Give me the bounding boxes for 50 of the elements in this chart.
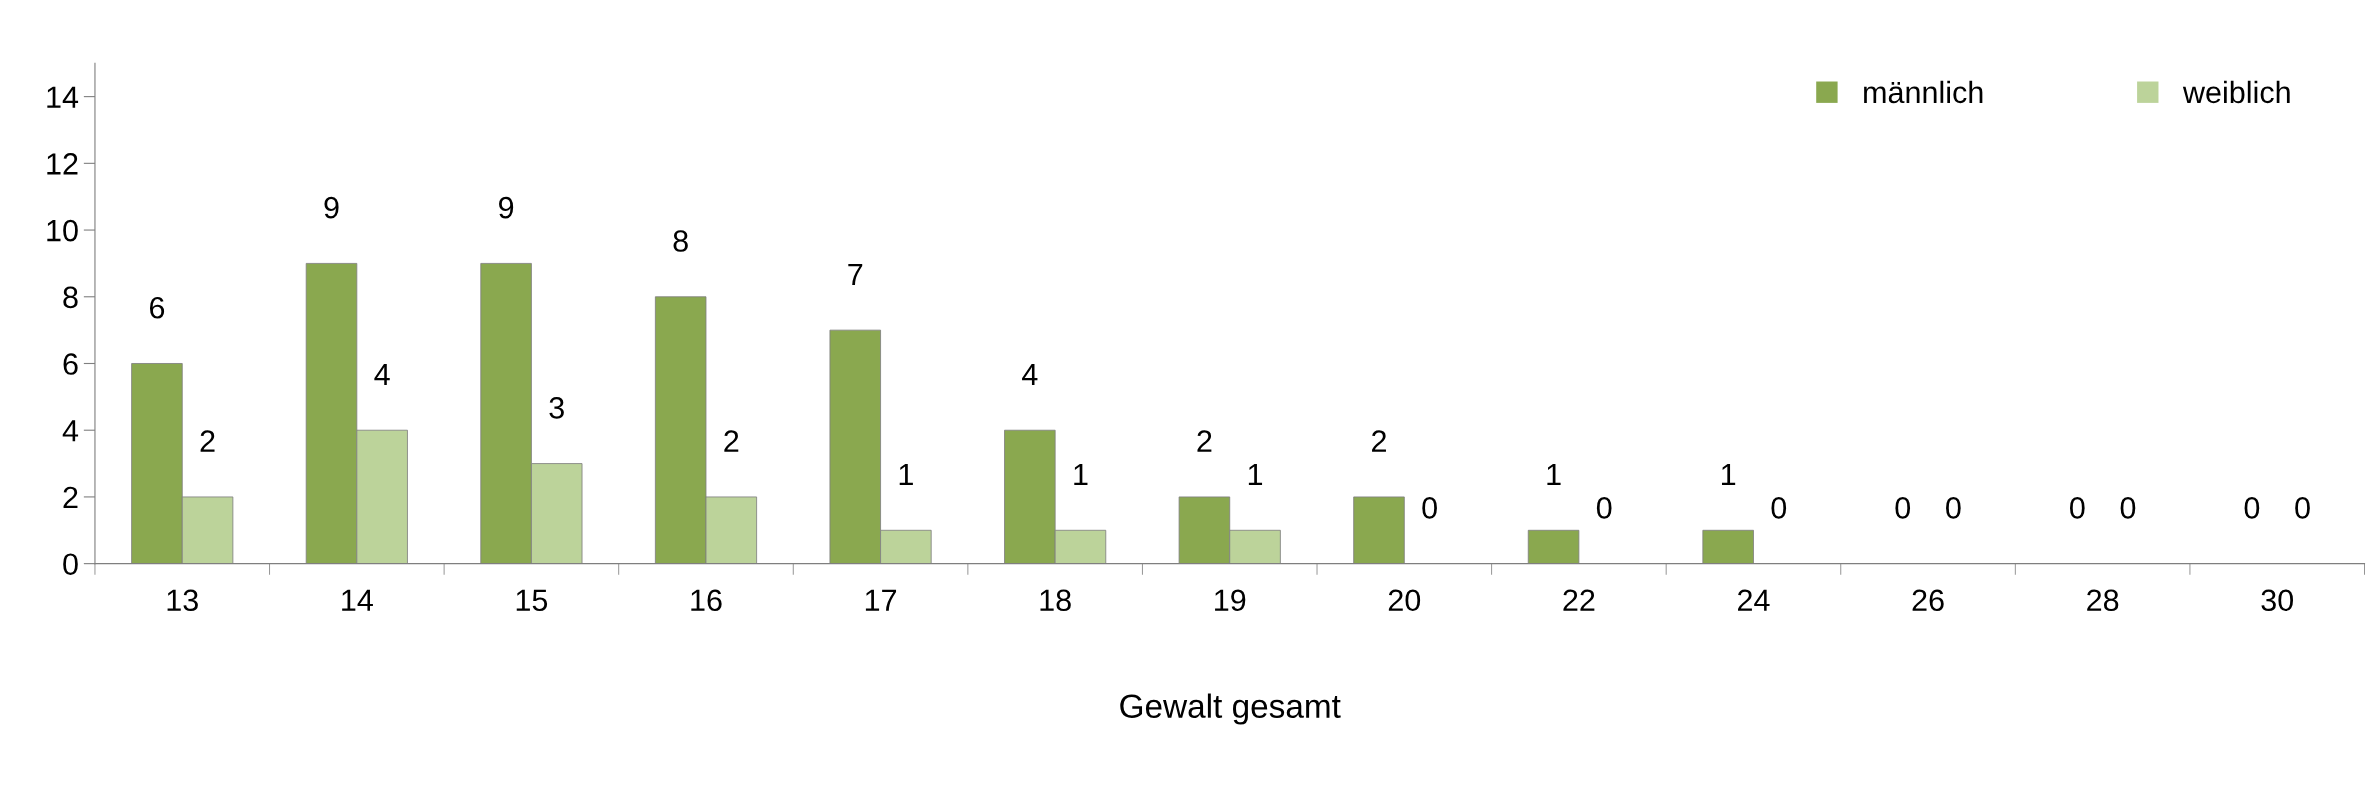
data-label: 2	[724, 430, 739, 452]
data-label: 0	[2120, 497, 2136, 519]
data-label: 0	[1422, 497, 1437, 519]
x-tick-label: 20	[1388, 589, 1421, 612]
data-label: 1	[1248, 464, 1263, 486]
legend-label: weiblich	[2182, 80, 2290, 104]
data-label: 2	[200, 430, 215, 452]
x-tick-label: 19	[1215, 589, 1246, 612]
data-label: 1	[1721, 464, 1736, 486]
x-tick-label: 26	[1912, 589, 1944, 612]
data-label: 0	[1596, 497, 1612, 519]
data-label: 4	[1022, 363, 1038, 385]
data-label: 0	[1946, 497, 1961, 519]
data-label: 6	[149, 296, 165, 319]
y-tick-label: 8	[63, 286, 78, 309]
x-tick-label: 15	[516, 589, 548, 612]
data-label: 1	[1547, 464, 1561, 486]
data-label: 1	[1074, 464, 1088, 486]
data-label: 2	[1197, 430, 1212, 452]
data-label: 9	[499, 196, 514, 219]
data-label: 0	[1895, 497, 1911, 519]
x-tick-label: 28	[2087, 589, 2119, 612]
x-tick-label: 24	[1738, 589, 1770, 611]
x-axis-title: Gewalt gesamt	[1120, 693, 1341, 725]
data-label: 8	[673, 230, 688, 252]
y-tick-label: 14	[47, 86, 79, 108]
data-label: 0	[2244, 497, 2260, 519]
x-tick-label: 17	[865, 589, 897, 611]
data-label: 9	[324, 196, 339, 219]
x-tick-label: 22	[1563, 589, 1595, 611]
data-label: 2	[1372, 430, 1386, 452]
y-tick-label: 2	[63, 486, 78, 508]
data-label: 0	[2295, 497, 2310, 519]
x-tick-label: 18	[1040, 589, 1071, 612]
y-tick-label: 12	[47, 153, 78, 175]
data-label: 4	[374, 363, 390, 385]
y-tick-label: 10	[47, 219, 78, 242]
y-tick-label: 6	[63, 353, 78, 375]
y-tick-label: 4	[62, 420, 79, 442]
x-tick-label: 13	[167, 589, 198, 612]
x-tick-label: 14	[342, 589, 373, 611]
data-label: 3	[549, 397, 564, 419]
data-label: 1	[899, 464, 913, 486]
x-tick-label: 30	[2261, 589, 2294, 612]
legend-label: männlich	[1864, 80, 1983, 104]
data-label: 0	[1771, 497, 1787, 519]
x-tick-label: 16	[691, 589, 722, 612]
y-tick-label: 0	[63, 553, 78, 576]
data-label: 7	[848, 263, 863, 285]
data-label: 0	[2070, 497, 2085, 519]
